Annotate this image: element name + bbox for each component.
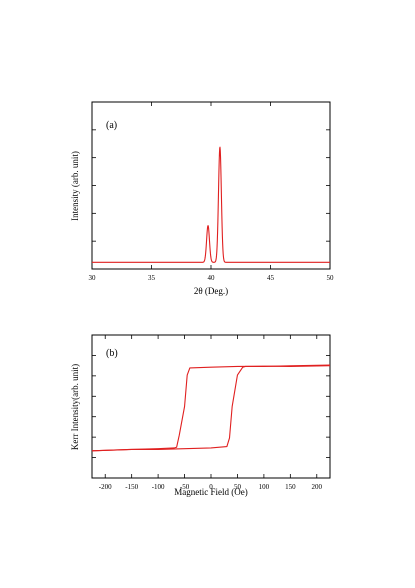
panel-b-x-tick-label: -200 (99, 483, 112, 491)
panel-b-series-descending (91, 365, 331, 452)
panel-b-x-tick-label: -50 (180, 483, 190, 491)
panel-b-x-tick-label: 200 (312, 483, 323, 491)
panel-b-label: (b) (106, 348, 118, 359)
panel-a-frame (91, 101, 331, 270)
panel-b-x-tick-label: 50 (234, 483, 242, 491)
panel-a-series-line (91, 146, 331, 263)
panel-b-x-axis-title: Magnetic Field (Oe) (174, 487, 247, 497)
panel-a-x-tick-label: 30 (89, 274, 97, 282)
panel-b-x-tick-label: 100 (259, 483, 270, 491)
panel-a-xrd-plot: (a) 2θ (Deg.) Intensity (arb. unit) 30 35… (70, 101, 335, 296)
panel-a-x-axis-title: 2θ (Deg.) (194, 286, 228, 296)
panel-b-x-tick-label: -100 (152, 483, 165, 491)
panel-a-x-tick-label: 40 (208, 274, 216, 282)
panel-b-frame (91, 334, 331, 479)
panel-b-y-axis-title: Kerr Intensity(arb. unit) (70, 364, 80, 450)
panel-b-x-tick-label: 150 (285, 483, 296, 491)
panel-b-kerr-loop-plot: (b) Magnetic Field (Oe) Kerr Intensity(a… (70, 334, 331, 497)
panel-b-series-ascending (91, 364, 331, 452)
panel-a-x-tick-label: 50 (327, 274, 335, 282)
panel-a-y-axis-title: Intensity (arb. unit) (70, 151, 80, 221)
panel-b-x-tick-label: 0 (209, 483, 213, 491)
panel-a-x-tick-label: 45 (267, 274, 275, 282)
panel-a-x-tick-label: 35 (148, 274, 156, 282)
panel-a-label: (a) (106, 120, 117, 131)
panel-b-x-tick-label: -150 (125, 483, 138, 491)
